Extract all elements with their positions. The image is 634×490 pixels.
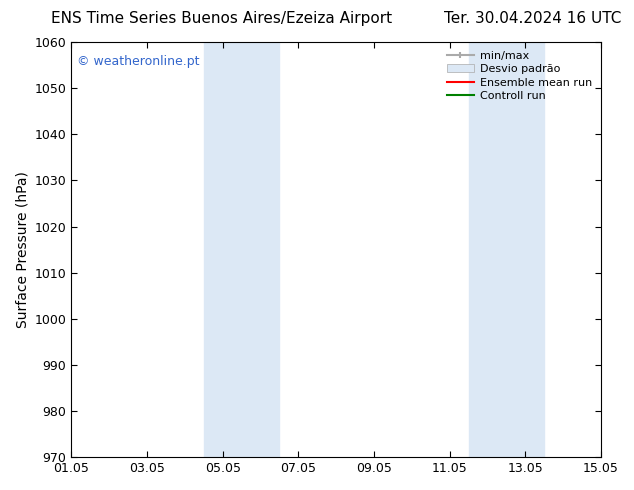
Text: Ter. 30.04.2024 16 UTC: Ter. 30.04.2024 16 UTC (444, 11, 621, 26)
Bar (204, 42, 280, 457)
Bar (469, 42, 545, 457)
Text: ENS Time Series Buenos Aires/Ezeiza Airport: ENS Time Series Buenos Aires/Ezeiza Airp… (51, 11, 392, 26)
Y-axis label: Surface Pressure (hPa): Surface Pressure (hPa) (15, 171, 29, 328)
Text: © weatheronline.pt: © weatheronline.pt (77, 54, 199, 68)
Legend: min/max, Desvio padrão, Ensemble mean run, Controll run: min/max, Desvio padrão, Ensemble mean ru… (443, 48, 595, 104)
